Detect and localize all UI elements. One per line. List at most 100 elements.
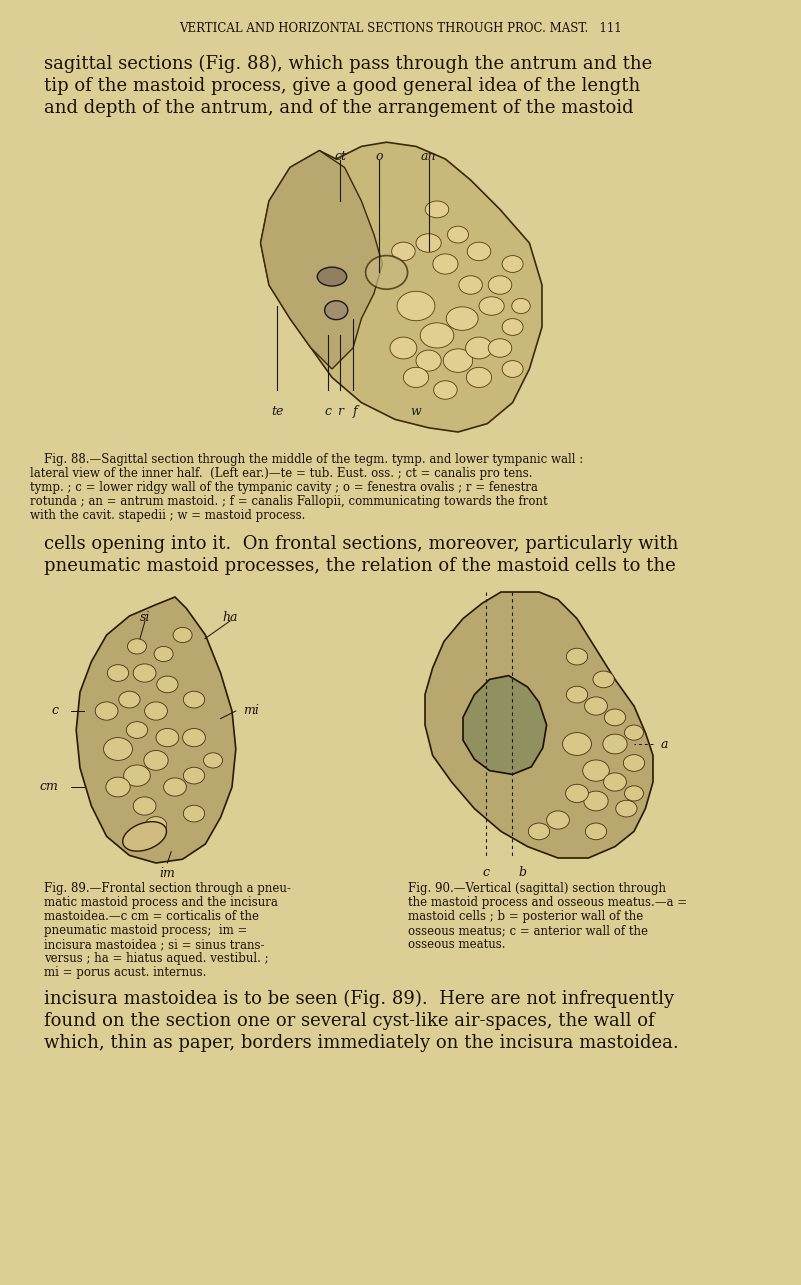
Ellipse shape (546, 811, 570, 829)
Text: cm: cm (40, 780, 58, 794)
Text: r: r (337, 405, 344, 418)
Text: matic mastoid process and the incisura: matic mastoid process and the incisura (44, 896, 278, 908)
Text: Fig. 90.—Vertical (sagittal) section through: Fig. 90.—Vertical (sagittal) section thr… (408, 882, 666, 894)
Text: f: f (352, 405, 357, 418)
Ellipse shape (489, 276, 512, 294)
Text: and depth of the antrum, and of the arrangement of the mastoid: and depth of the antrum, and of the arra… (44, 99, 634, 117)
Polygon shape (463, 676, 546, 775)
Ellipse shape (603, 734, 627, 754)
Text: mastoid cells ; b = posterior wall of the: mastoid cells ; b = posterior wall of th… (408, 910, 643, 923)
Ellipse shape (123, 765, 151, 786)
Text: w: w (411, 405, 421, 418)
Ellipse shape (502, 319, 523, 335)
Ellipse shape (127, 639, 147, 654)
Text: te: te (272, 405, 284, 418)
Ellipse shape (466, 368, 492, 388)
Ellipse shape (203, 753, 223, 768)
Ellipse shape (156, 729, 179, 747)
Ellipse shape (467, 242, 491, 261)
Text: the mastoid process and osseous meatus.—a =: the mastoid process and osseous meatus.—… (408, 896, 687, 908)
Ellipse shape (502, 256, 523, 272)
Ellipse shape (593, 671, 614, 687)
Text: pneumatic mastoid processes, the relation of the mastoid cells to the: pneumatic mastoid processes, the relatio… (44, 556, 676, 574)
Ellipse shape (433, 380, 457, 400)
Text: mi: mi (244, 704, 260, 717)
Ellipse shape (106, 777, 130, 797)
Text: c: c (324, 405, 332, 418)
Text: with the cavit. stapedii ; w = mastoid process.: with the cavit. stapedii ; w = mastoid p… (30, 509, 305, 522)
Ellipse shape (95, 702, 118, 720)
Ellipse shape (616, 801, 637, 817)
Ellipse shape (479, 297, 504, 315)
Ellipse shape (163, 777, 187, 797)
Text: b: b (518, 866, 526, 879)
Text: osseous meatus.: osseous meatus. (408, 938, 505, 951)
Ellipse shape (107, 664, 129, 681)
Text: tip of the mastoid process, give a good general idea of the length: tip of the mastoid process, give a good … (44, 77, 640, 95)
Ellipse shape (421, 323, 454, 348)
Text: which, thin as paper, borders immediately on the incisura mastoidea.: which, thin as paper, borders immediatel… (44, 1034, 678, 1052)
Ellipse shape (582, 759, 610, 781)
Ellipse shape (425, 200, 449, 217)
Text: found on the section one or several cyst-like air-spaces, the wall of: found on the section one or several cyst… (44, 1013, 654, 1031)
Ellipse shape (324, 301, 348, 320)
Ellipse shape (317, 267, 347, 287)
Ellipse shape (459, 276, 482, 294)
Text: incisura mastoidea ; si = sinus trans-: incisura mastoidea ; si = sinus trans- (44, 938, 264, 951)
Polygon shape (260, 150, 382, 369)
Ellipse shape (103, 738, 132, 761)
Ellipse shape (512, 298, 530, 314)
Ellipse shape (625, 786, 643, 801)
Polygon shape (260, 143, 542, 432)
Ellipse shape (173, 627, 192, 642)
Ellipse shape (502, 361, 523, 378)
Text: o: o (375, 150, 383, 163)
Ellipse shape (443, 348, 473, 373)
Text: ha: ha (222, 610, 238, 625)
Ellipse shape (404, 368, 429, 388)
Text: sagittal sections (Fig. 88), which pass through the antrum and the: sagittal sections (Fig. 88), which pass … (44, 55, 652, 73)
Text: lateral view of the inner half.  (Left ear.)—te = tub. Eust. oss. ; ct = canalis: lateral view of the inner half. (Left ea… (30, 466, 533, 481)
Ellipse shape (183, 806, 204, 822)
Text: cells opening into it.  On frontal sections, moreover, particularly with: cells opening into it. On frontal sectio… (44, 535, 678, 553)
Text: Fig. 88.—Sagittal section through the middle of the tegm. tymp. and lower tympan: Fig. 88.—Sagittal section through the mi… (44, 454, 583, 466)
Ellipse shape (566, 784, 589, 803)
Polygon shape (425, 592, 653, 858)
Ellipse shape (144, 750, 168, 770)
Ellipse shape (183, 729, 205, 747)
Ellipse shape (392, 242, 415, 261)
Ellipse shape (433, 254, 458, 274)
Ellipse shape (133, 797, 156, 815)
Ellipse shape (183, 691, 204, 708)
Ellipse shape (529, 822, 549, 840)
Ellipse shape (416, 234, 441, 252)
Ellipse shape (566, 686, 588, 703)
Ellipse shape (127, 722, 147, 739)
Polygon shape (76, 598, 235, 864)
Ellipse shape (446, 307, 478, 330)
Text: an: an (421, 150, 437, 163)
Text: Fig. 89.—Frontal section through a pneu-: Fig. 89.—Frontal section through a pneu- (44, 882, 291, 894)
Ellipse shape (585, 696, 607, 716)
Ellipse shape (365, 256, 408, 289)
Ellipse shape (605, 709, 626, 726)
Text: pneumatic mastoid process;  im =: pneumatic mastoid process; im = (44, 924, 248, 937)
Ellipse shape (465, 337, 493, 359)
Text: versus ; ha = hiatus aqued. vestibul. ;: versus ; ha = hiatus aqued. vestibul. ; (44, 952, 268, 965)
Ellipse shape (145, 702, 167, 720)
Text: c: c (482, 866, 489, 879)
Ellipse shape (123, 821, 167, 851)
Ellipse shape (604, 772, 626, 792)
Text: mi = porus acust. internus.: mi = porus acust. internus. (44, 966, 207, 979)
Text: osseous meatus; c = anterior wall of the: osseous meatus; c = anterior wall of the (408, 924, 648, 937)
Ellipse shape (390, 337, 417, 359)
Ellipse shape (416, 350, 441, 371)
Bar (110, 130, 680, 436)
Ellipse shape (586, 822, 606, 840)
Text: rotunda ; an = antrum mastoid. ; f = canalis Fallopii, communicating towards the: rotunda ; an = antrum mastoid. ; f = can… (30, 495, 548, 508)
Ellipse shape (397, 292, 435, 321)
Text: mastoidea.—c cm = corticalis of the: mastoidea.—c cm = corticalis of the (44, 910, 259, 923)
Text: ct: ct (334, 150, 346, 163)
Ellipse shape (183, 767, 204, 784)
Ellipse shape (562, 732, 591, 756)
